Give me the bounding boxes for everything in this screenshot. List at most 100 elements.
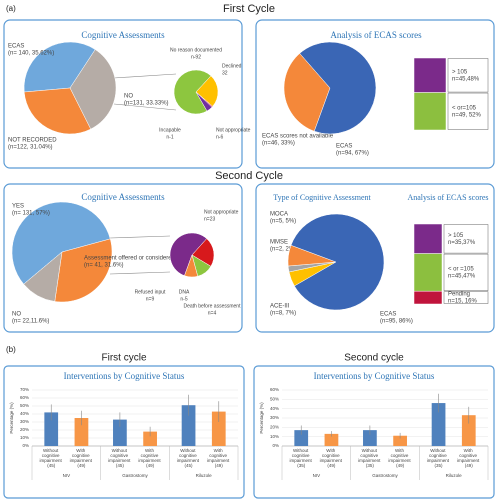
connector	[109, 235, 171, 239]
slice-label: MOCA	[270, 212, 288, 218]
bar-label: With cognitive impairment (49)	[320, 448, 344, 468]
y-tick-label: 70%	[20, 387, 29, 392]
segment-value-label: n=45,47%	[448, 273, 476, 279]
bar	[324, 433, 339, 446]
pie-slice	[169, 232, 208, 276]
slice-label: Incapable	[159, 127, 181, 133]
pie-slice	[184, 254, 199, 278]
bar-segment	[413, 57, 447, 93]
panel	[3, 183, 243, 333]
y-tick-label: 40%	[270, 406, 279, 411]
panel	[3, 365, 245, 499]
segment-label: < or=105	[452, 105, 477, 111]
slice-label: Not appropriate	[204, 209, 239, 215]
x-tick-label: Riluzole	[196, 473, 213, 478]
chart-title: Analysis of ECAS scores	[330, 30, 422, 40]
segment-value-label: n=35,37%	[448, 240, 476, 246]
label-box	[443, 291, 489, 304]
bar-label: Without cognitive impairment (45)	[177, 448, 201, 468]
bar-segment	[413, 253, 443, 292]
bar	[431, 403, 446, 446]
slice-label: Death before assessment	[184, 303, 242, 309]
segment-value-label: n=45,48%	[452, 76, 480, 82]
pie-slice	[23, 41, 96, 93]
panel-label: (a)	[6, 4, 16, 13]
panel	[255, 183, 495, 333]
bar	[44, 412, 59, 446]
label-box	[447, 92, 489, 130]
slice-label: NOT RECORDED	[8, 138, 57, 144]
slice-value-label: 32	[222, 70, 228, 76]
bar-label: With cognitive impairment (49)	[207, 448, 231, 468]
slice-label: ECAS	[8, 44, 24, 50]
chart-title: Cognitive Assessments	[81, 192, 165, 202]
slice-value-label: (n=122, 31.04%)	[8, 145, 53, 151]
y-tick-label: 20%	[270, 425, 279, 430]
y-tick-label: 10%	[20, 435, 29, 440]
slice-label: DNA	[179, 289, 190, 295]
panel	[3, 19, 243, 169]
x-tick-label: NIV	[63, 473, 71, 478]
pie-slice	[290, 213, 385, 311]
slice-label: No reason documented	[170, 47, 222, 53]
segment-label: Pending	[448, 292, 470, 298]
segment-value-label: n=49, 52%	[452, 112, 482, 118]
pie-slice	[11, 201, 111, 285]
bar-label: Without cognitive impairment (35)	[427, 448, 451, 468]
bar-label: Without cognitive impairment (45)	[39, 448, 63, 468]
section-title: First Cycle	[223, 3, 275, 15]
slice-value-label: (n=46, 33%)	[262, 141, 295, 147]
y-tick-label: 60%	[270, 387, 279, 392]
pie-slice	[299, 41, 377, 135]
label-box	[443, 253, 489, 291]
slice-label: NO	[12, 312, 21, 318]
slice-value-label: (n=5, 5%)	[270, 219, 296, 225]
slice-label: ACE-III	[270, 304, 290, 310]
slice-value-label: (n= 131, 57%)	[12, 211, 50, 217]
x-tick-label: Gastrostomy	[122, 473, 148, 478]
bar-label: Without cognitive impairment (35)	[358, 448, 382, 468]
slice-value-label: n=23	[204, 216, 215, 222]
pie-slice	[69, 49, 117, 130]
slice-label: Declined	[222, 63, 242, 69]
chart-title: Interventions by Cognitive Status	[314, 371, 435, 381]
y-axis-label: Percentage (%)	[9, 402, 14, 434]
slice-value-label: n-92	[191, 54, 201, 60]
pie-slice	[54, 238, 113, 303]
slice-value-label: (n=94, 67%)	[336, 151, 369, 157]
bar-label: With cognitive impairment (49)	[138, 448, 162, 468]
slice-value-label: n=4	[208, 310, 217, 316]
section-title: Second cycle	[344, 353, 404, 364]
y-tick-label: 0%	[22, 443, 29, 448]
slice-label: MMSE	[270, 240, 288, 246]
y-tick-label: 50%	[270, 397, 279, 402]
slice-value-label: (n= 140, 35.62%)	[8, 51, 54, 57]
x-tick-label: NIV	[313, 473, 321, 478]
slice-value-label: (n=8, 7%)	[270, 311, 296, 317]
pie-slice	[283, 53, 331, 132]
pie-slice	[195, 75, 219, 107]
y-tick-label: 30%	[270, 415, 279, 420]
slice-label: ECAS	[380, 312, 396, 318]
label-box	[447, 58, 489, 93]
slice-value-label: (n=95, 86%)	[380, 319, 413, 325]
slice-label: Not appropriate	[216, 127, 251, 133]
y-tick-label: 50%	[20, 403, 29, 408]
slice-value-label: n-6	[216, 134, 223, 140]
segment-label: < or =105	[448, 266, 474, 272]
y-axis-label: Percentage (%)	[259, 402, 264, 434]
segment-value-label: n=15, 16%	[448, 299, 478, 305]
bar-label: With cognitive impairment (49)	[457, 448, 481, 468]
bar-label: Without cognitive impairment (35)	[289, 448, 313, 468]
slice-value-label: (n= 22,11.6%)	[12, 319, 49, 325]
connector	[109, 271, 171, 275]
bar-label: With cognitive impairment (49)	[70, 448, 94, 468]
section-title: First cycle	[102, 353, 147, 364]
slice-label: Assessment offered or considered	[84, 256, 175, 262]
slice-label: ECAS scores not available	[262, 134, 334, 140]
bar	[461, 415, 476, 446]
y-tick-label: 10%	[270, 434, 279, 439]
bar-label: With cognitive impairment (49)	[388, 448, 412, 468]
bar-label: Without cognitive impairment (45)	[108, 448, 132, 468]
panel	[253, 365, 495, 499]
